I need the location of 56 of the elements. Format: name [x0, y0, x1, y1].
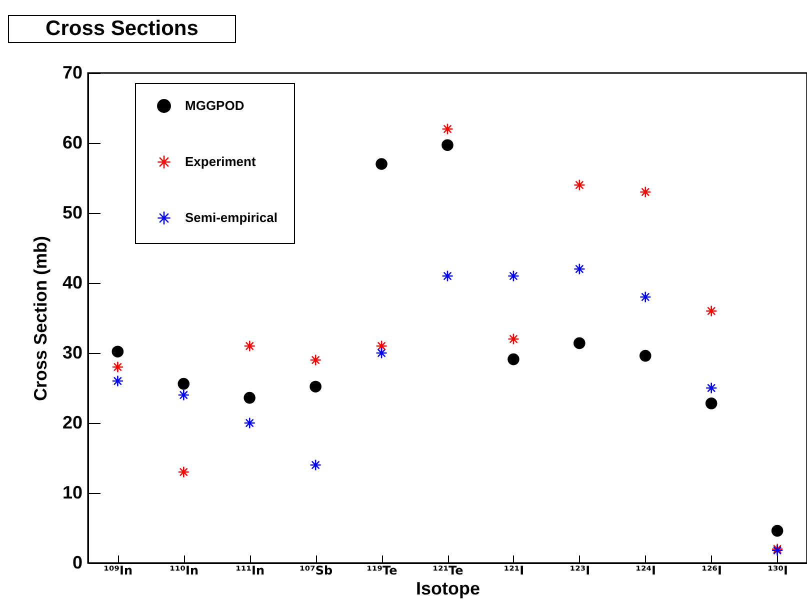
- x-tick-label: ¹¹⁹Te: [366, 564, 398, 578]
- point: [639, 186, 652, 198]
- y-tick-label: 70: [62, 62, 82, 82]
- y-tick-label: 60: [62, 132, 82, 152]
- point: [574, 337, 586, 350]
- y-tick-label: 40: [62, 272, 82, 292]
- point: [376, 340, 388, 352]
- y-tick-label: 20: [62, 412, 82, 432]
- legend-label: Experiment: [185, 154, 256, 169]
- x-tick-label: ¹²³I: [570, 564, 590, 578]
- y-axis-title: Cross Section (mb): [30, 236, 50, 402]
- x-tick-label: ¹⁰⁷Sb: [300, 564, 333, 578]
- point: [310, 380, 322, 392]
- point: [574, 263, 586, 275]
- point: [178, 466, 190, 478]
- x-tick-label: ¹¹¹In: [236, 564, 264, 578]
- x-tick-label: ¹²⁴I: [636, 564, 656, 578]
- x-tick-label: ¹⁰⁹In: [104, 564, 133, 578]
- point: [639, 291, 652, 303]
- point: [508, 353, 520, 366]
- point: [310, 459, 322, 471]
- y-tick-label: 10: [62, 482, 82, 502]
- point: [574, 179, 586, 191]
- point: [376, 347, 388, 359]
- x-tick-label: ¹²¹I: [504, 564, 524, 578]
- point: [178, 389, 190, 401]
- x-tick-label: ¹²¹Te: [432, 564, 464, 578]
- legend-label: Semi-empirical: [185, 210, 278, 225]
- x-tick-label: ¹¹⁰In: [170, 564, 199, 578]
- chart-title: Cross Sections: [8, 15, 236, 43]
- y-tick-label: 30: [62, 342, 82, 362]
- point: [310, 354, 322, 366]
- point: [442, 270, 454, 282]
- x-axis-title: Isotope: [416, 578, 480, 598]
- point: [376, 158, 388, 170]
- point: [244, 392, 256, 404]
- point: [244, 417, 256, 429]
- point: [442, 139, 454, 151]
- point: [771, 524, 784, 537]
- y-tick-label: 0: [72, 552, 82, 572]
- point: [112, 375, 124, 387]
- point: [442, 123, 454, 135]
- x-tick-label: ¹²⁶I: [702, 564, 722, 578]
- y-tick-label: 50: [62, 202, 82, 222]
- legend-label: MGGPOD: [185, 98, 244, 113]
- point: [178, 378, 190, 390]
- point: [508, 333, 520, 345]
- x-tick-label: ¹³⁰I: [768, 564, 788, 578]
- point: [112, 346, 124, 358]
- point: [508, 270, 520, 282]
- point: [705, 398, 718, 410]
- point: [112, 361, 124, 373]
- point: [244, 340, 256, 352]
- point: [705, 382, 718, 394]
- point: [705, 305, 718, 317]
- point: [639, 350, 652, 362]
